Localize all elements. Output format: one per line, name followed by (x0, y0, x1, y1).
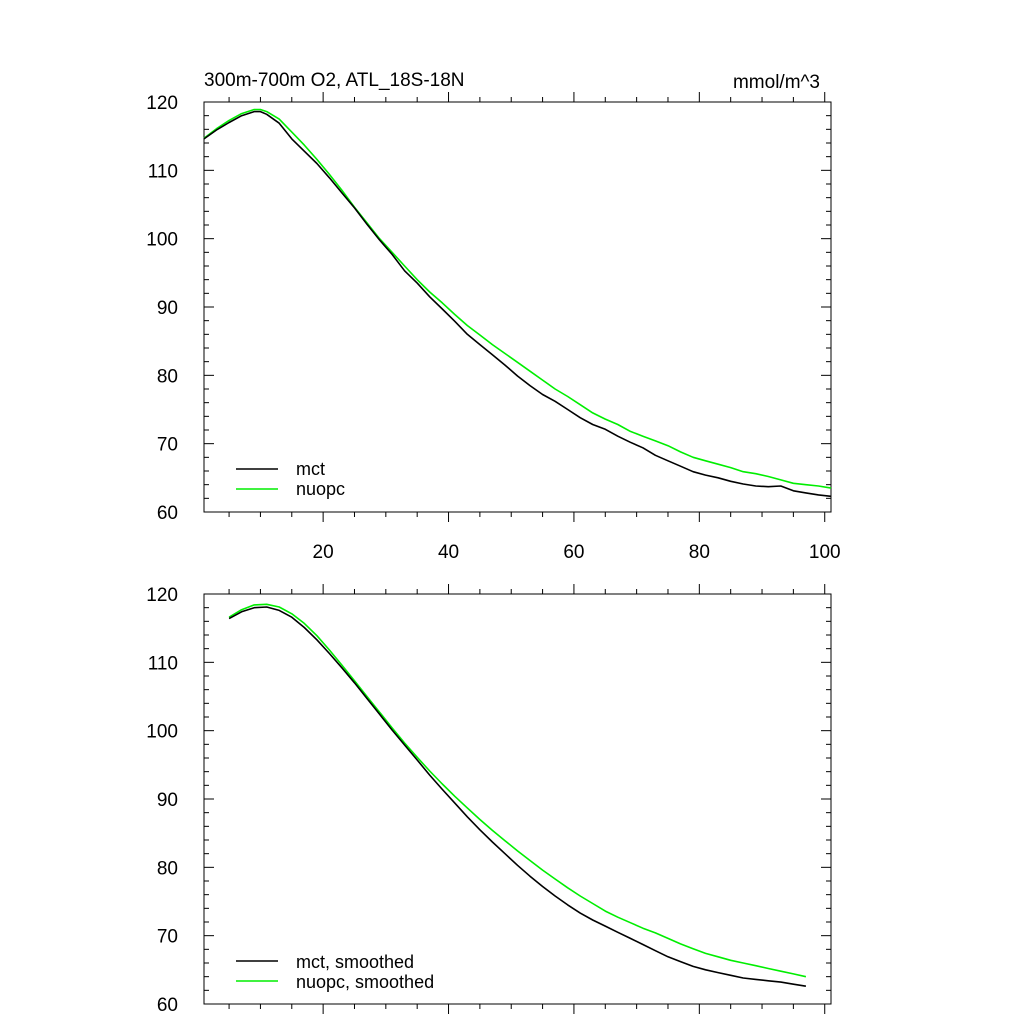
series-line-mct (203, 110, 832, 498)
series-lines-top (203, 108, 832, 498)
y-tick-label: 60 (157, 995, 178, 1016)
chart-title: 300m-700m O2, ATL_18S-18N (204, 70, 465, 91)
y-tick-label: 100 (146, 230, 178, 251)
x-tick-label: 20 (313, 542, 334, 563)
y-tick-label: 60 (157, 503, 178, 524)
series-line-nuopc-smoothed (228, 603, 807, 978)
y-tick-label: 90 (157, 790, 178, 811)
axis-ticks-top: 60 70 80 90 100 110 120 20 40 60 80 100 (146, 92, 841, 563)
legend-label-mct-smoothed: mct, smoothed (296, 952, 414, 972)
legend-bottom: mct, smoothed nuopc, smoothed (236, 952, 434, 992)
y-tick-label: 70 (157, 927, 178, 948)
x-tick-label: 100 (809, 542, 841, 563)
y-tick-label: 80 (157, 858, 178, 879)
legend-label-nuopc-smoothed: nuopc, smoothed (296, 972, 434, 992)
legend-label-nuopc: nuopc (296, 479, 345, 499)
y-tick-label: 90 (157, 298, 178, 319)
y-tick-label: 120 (146, 93, 178, 114)
y-tick-label: 110 (148, 161, 178, 182)
y-tick-label: 120 (146, 585, 178, 606)
y-tick-label: 80 (157, 366, 178, 387)
legend-top: mct nuopc (236, 459, 345, 499)
x-tick-label: 80 (689, 542, 710, 563)
series-line-nuopc (203, 108, 832, 489)
y-tick-label: 110 (148, 653, 178, 674)
plot-frame-bottom (203, 593, 832, 1005)
legend-label-mct: mct (296, 459, 325, 479)
series-lines-bottom (228, 603, 807, 987)
panel-top: 300m-700m O2, ATL_18S-18N mmol/m^3 60 70 8… (146, 70, 840, 563)
axis-ticks-bottom: 60 70 80 90 100 110 120 (146, 584, 831, 1016)
y-tick-label: 70 (157, 435, 178, 456)
x-tick-label: 60 (563, 542, 584, 563)
plot-frame-top (203, 101, 832, 513)
series-line-mct-smoothed (228, 606, 807, 987)
units-label: mmol/m^3 (733, 72, 820, 93)
y-tick-label: 100 (146, 722, 178, 743)
x-tick-label: 40 (438, 542, 459, 563)
panel-bottom: 60 70 80 90 100 110 120 mct, smoothed nuopc, s… (146, 584, 832, 1016)
